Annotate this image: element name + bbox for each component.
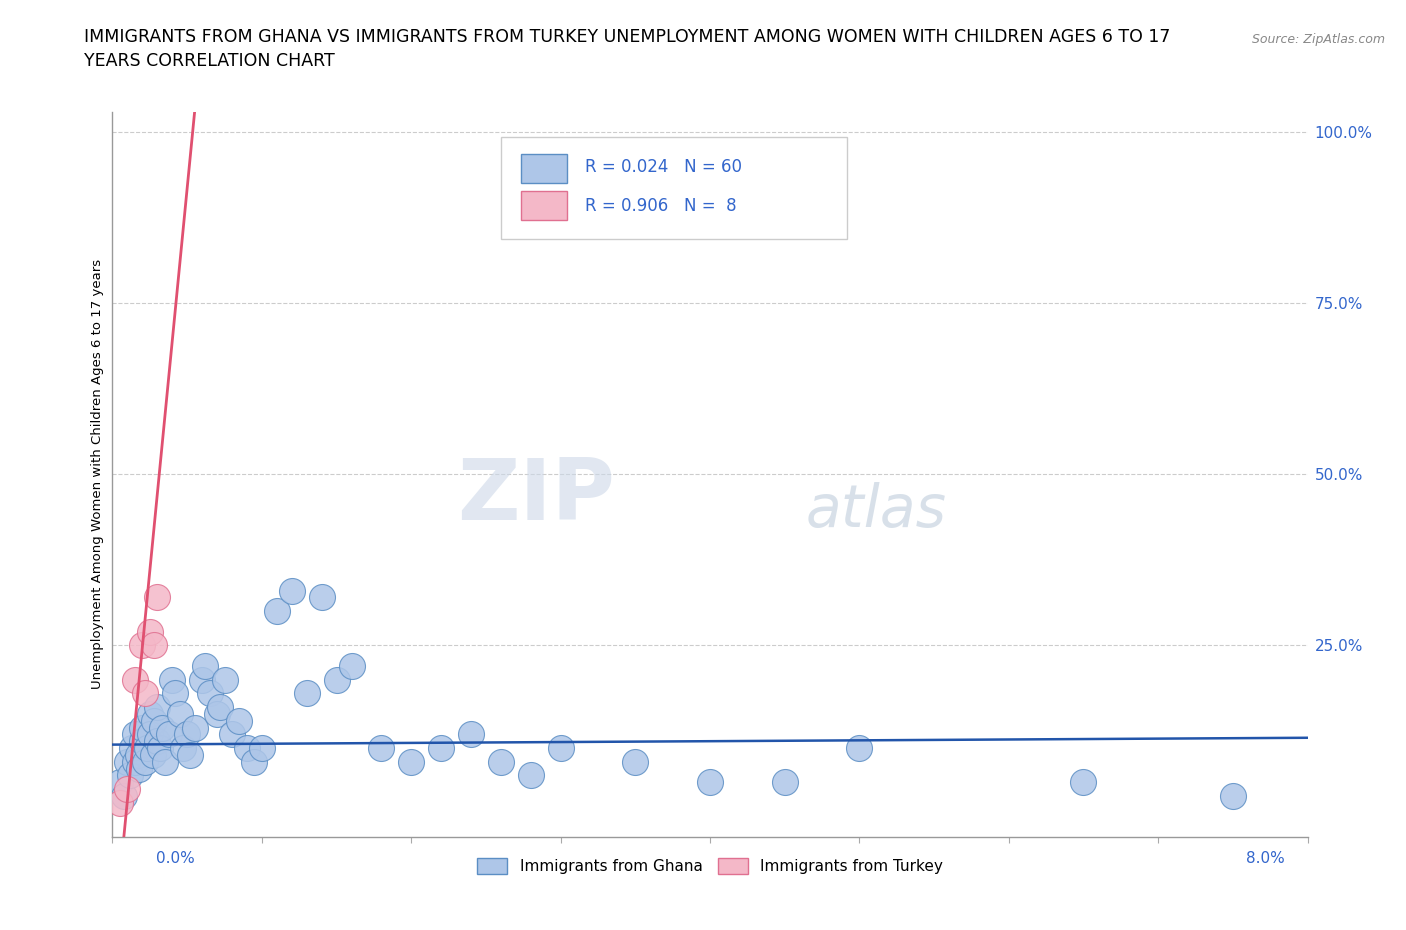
Point — [325, 672, 347, 687]
Point — [139, 727, 162, 742]
Legend: Immigrants from Ghana, Immigrants from Turkey: Immigrants from Ghana, Immigrants from T… — [471, 852, 949, 880]
Point — [124, 754, 146, 769]
Point — [117, 754, 139, 769]
Point — [134, 754, 156, 769]
Point — [131, 720, 153, 735]
Point — [311, 590, 333, 604]
Point — [169, 707, 191, 722]
Point — [183, 720, 205, 735]
Point — [550, 740, 572, 755]
Point — [624, 754, 647, 769]
Point — [121, 740, 143, 755]
Point — [340, 658, 363, 673]
Point — [149, 740, 172, 755]
Text: 8.0%: 8.0% — [1246, 851, 1285, 866]
Point — [150, 720, 173, 735]
Point — [243, 754, 266, 769]
Text: R = 0.024   N = 60: R = 0.024 N = 60 — [585, 158, 741, 177]
Point — [1073, 775, 1095, 790]
Point — [214, 672, 236, 687]
Point — [194, 658, 217, 673]
Point — [143, 638, 166, 653]
Point — [131, 638, 153, 653]
Text: atlas: atlas — [806, 482, 946, 539]
Point — [146, 590, 169, 604]
FancyBboxPatch shape — [522, 153, 567, 182]
Point — [489, 754, 512, 769]
Text: R = 0.906   N =  8: R = 0.906 N = 8 — [585, 197, 737, 215]
Point — [127, 748, 149, 763]
Point — [228, 713, 250, 728]
FancyBboxPatch shape — [522, 192, 567, 220]
Point — [134, 685, 156, 700]
Point — [143, 713, 166, 728]
Text: IMMIGRANTS FROM GHANA VS IMMIGRANTS FROM TURKEY UNEMPLOYMENT AMONG WOMEN WITH CH: IMMIGRANTS FROM GHANA VS IMMIGRANTS FROM… — [84, 28, 1171, 70]
Point — [773, 775, 796, 790]
Point — [128, 761, 150, 776]
Point — [1222, 789, 1244, 804]
Point — [108, 775, 131, 790]
Point — [236, 740, 259, 755]
Point — [198, 685, 221, 700]
Point — [266, 604, 288, 618]
Point — [135, 740, 157, 755]
Text: Source: ZipAtlas.com: Source: ZipAtlas.com — [1251, 33, 1385, 46]
Point — [520, 768, 543, 783]
Point — [250, 740, 273, 755]
Point — [460, 727, 482, 742]
Point — [146, 734, 169, 749]
Point — [153, 754, 176, 769]
Point — [117, 781, 139, 796]
Point — [295, 685, 318, 700]
Point — [142, 748, 165, 763]
Point — [172, 740, 194, 755]
Point — [370, 740, 392, 755]
Point — [124, 727, 146, 742]
Point — [139, 624, 162, 639]
Point — [157, 727, 180, 742]
Point — [699, 775, 721, 790]
Point — [401, 754, 423, 769]
Text: ZIP: ZIP — [457, 455, 614, 538]
Point — [209, 699, 232, 714]
Point — [165, 685, 187, 700]
Point — [179, 748, 201, 763]
Point — [205, 707, 228, 722]
Point — [146, 699, 169, 714]
Point — [281, 583, 304, 598]
Point — [114, 789, 135, 804]
Point — [120, 768, 142, 783]
Point — [221, 727, 243, 742]
Y-axis label: Unemployment Among Women with Children Ages 6 to 17 years: Unemployment Among Women with Children A… — [91, 259, 104, 689]
Point — [162, 672, 183, 687]
Point — [139, 707, 162, 722]
Point — [108, 795, 131, 810]
FancyBboxPatch shape — [501, 137, 848, 239]
Point — [176, 727, 198, 742]
Point — [124, 672, 146, 687]
Point — [848, 740, 870, 755]
Point — [191, 672, 214, 687]
Point — [430, 740, 453, 755]
Point — [131, 734, 153, 749]
Text: 0.0%: 0.0% — [156, 851, 195, 866]
